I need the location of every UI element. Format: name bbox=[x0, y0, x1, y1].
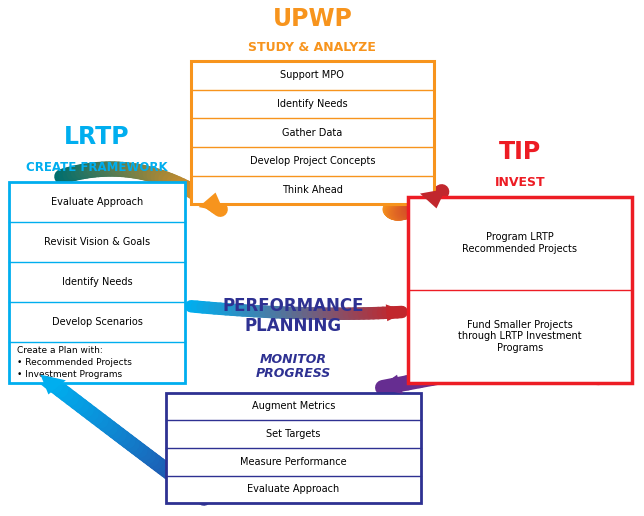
Text: Support MPO: Support MPO bbox=[281, 71, 345, 80]
Polygon shape bbox=[420, 189, 446, 208]
Text: Augment Metrics: Augment Metrics bbox=[252, 401, 335, 411]
Text: Create a Plan with:
• Recommended Projects
• Investment Programs: Create a Plan with: • Recommended Projec… bbox=[17, 346, 132, 379]
Text: MONITOR
PROGRESS: MONITOR PROGRESS bbox=[256, 353, 331, 380]
Bar bbox=[9, 182, 185, 383]
Text: Gather Data: Gather Data bbox=[282, 127, 343, 138]
Text: LRTP: LRTP bbox=[64, 125, 129, 149]
Text: UPWP: UPWP bbox=[272, 7, 352, 31]
Bar bbox=[166, 393, 421, 503]
Text: Develop Project Concepts: Develop Project Concepts bbox=[250, 156, 375, 166]
Text: INVEST: INVEST bbox=[495, 176, 545, 189]
Text: Fund Smaller Projects
through LRTP Investment
Programs: Fund Smaller Projects through LRTP Inves… bbox=[458, 319, 582, 353]
Polygon shape bbox=[386, 304, 406, 321]
Text: Set Targets: Set Targets bbox=[266, 429, 321, 439]
Text: Think Ahead: Think Ahead bbox=[282, 185, 343, 195]
Text: Develop Scenarios: Develop Scenarios bbox=[52, 317, 142, 327]
Polygon shape bbox=[377, 375, 403, 394]
Bar bbox=[191, 61, 433, 204]
Text: Evaluate Approach: Evaluate Approach bbox=[51, 197, 143, 207]
Text: Identify Needs: Identify Needs bbox=[277, 99, 348, 109]
Text: Measure Performance: Measure Performance bbox=[240, 457, 346, 467]
Text: TIP: TIP bbox=[499, 140, 541, 164]
Text: Revisit Vision & Goals: Revisit Vision & Goals bbox=[44, 237, 150, 247]
Text: Evaluate Approach: Evaluate Approach bbox=[247, 485, 339, 494]
Text: Identify Needs: Identify Needs bbox=[62, 277, 132, 287]
Polygon shape bbox=[41, 375, 66, 394]
Polygon shape bbox=[198, 192, 224, 212]
Text: STUDY & ANALYZE: STUDY & ANALYZE bbox=[249, 41, 376, 54]
Text: PERFORMANCE
PLANNING: PERFORMANCE PLANNING bbox=[223, 298, 364, 335]
Text: Program LRTP
Recommended Projects: Program LRTP Recommended Projects bbox=[462, 232, 578, 254]
Text: CREATE FRAMEWORK: CREATE FRAMEWORK bbox=[26, 161, 167, 174]
Bar bbox=[408, 197, 632, 383]
